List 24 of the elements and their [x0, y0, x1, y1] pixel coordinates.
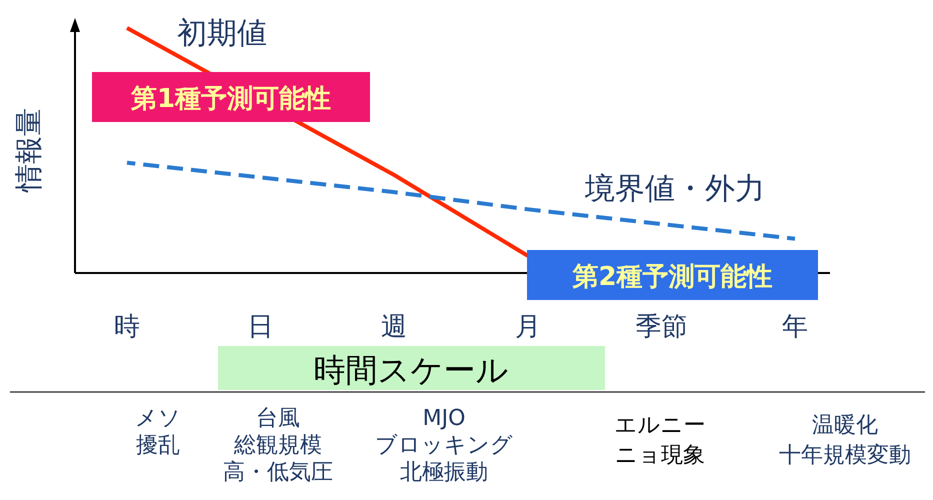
text: 温暖化 [812, 413, 878, 438]
text: 北極振動 [400, 460, 488, 485]
x-tick-label: 年 [782, 312, 808, 342]
text: ブロッキング [375, 433, 513, 458]
x-tick-label: 季節 [635, 312, 688, 342]
x-axis-title: 時間スケール [314, 351, 508, 389]
text: 擾乱 [136, 433, 180, 458]
x-tick-label: 時 [114, 312, 140, 342]
text: メソ [135, 406, 181, 431]
series-label: 境界値・外力 [584, 172, 765, 207]
annotation: 第1種予測可能性 [130, 84, 332, 114]
text: MJO [422, 406, 466, 431]
text: 十年規模変動 [779, 443, 911, 468]
x-tick-label: 月 [514, 312, 541, 342]
text: 台風 [256, 406, 300, 431]
text: 総観規模 [233, 433, 322, 458]
x-tick-label: 週 [381, 312, 408, 342]
text: ニョ現象 [615, 443, 705, 468]
annotation: 第2種予測可能性 [571, 262, 773, 292]
x-tick-label: 日 [248, 312, 274, 342]
text: エルニー [614, 413, 706, 438]
text: 高・低気圧 [223, 460, 333, 485]
y-axis-title: 情報量 [12, 108, 45, 193]
series-label: 初期値 [177, 16, 267, 51]
